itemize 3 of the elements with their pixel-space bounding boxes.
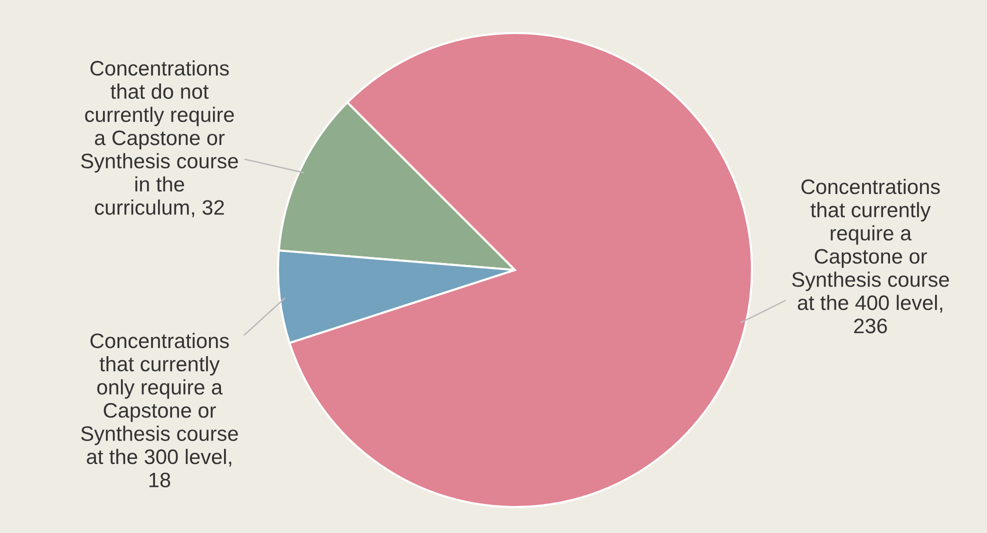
- slice-label: Concentrations that currently only require a Capstone or Synthesis course at the 300 level, 18: [81, 332, 238, 488]
- slice-label: Concentrations that do not currently require a Capstone or Synthesis course in the curriculum, 32: [81, 60, 238, 218]
- slice-label: Concentrations that currently require a Capstone or Synthesis course at the 400 level, 236: [792, 178, 949, 334]
